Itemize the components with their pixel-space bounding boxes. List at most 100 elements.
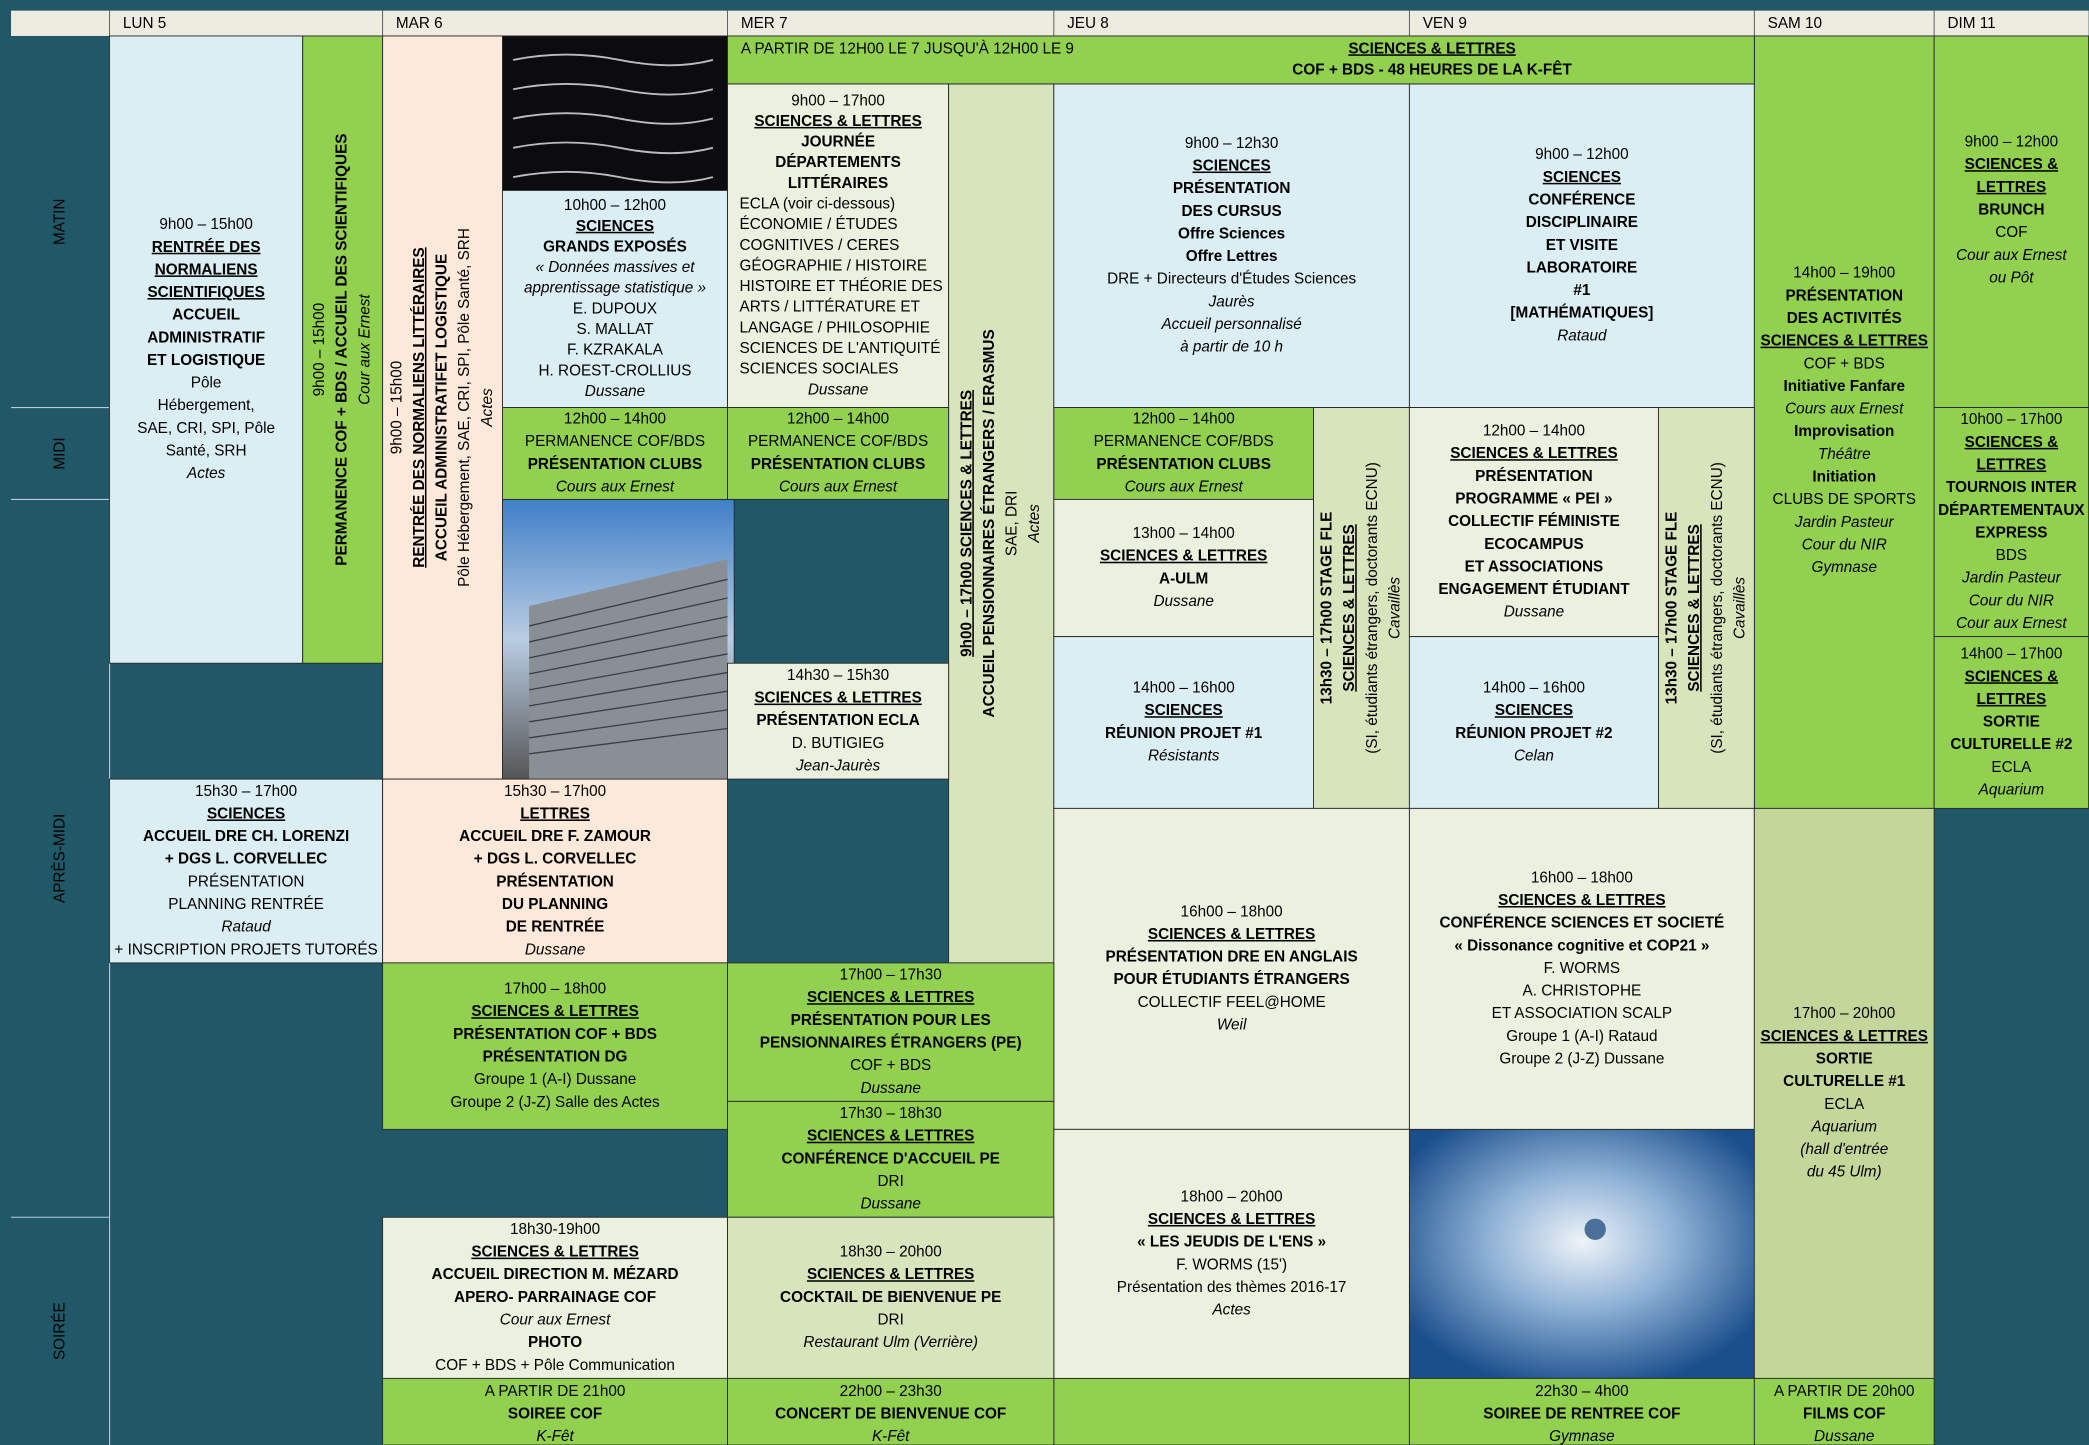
rotated-text: 13h30 – 17h00 STAGE FLE SCIENCES & LETTRE… (1319, 462, 1404, 754)
event-line: + DGS L. CORVELLEC (165, 851, 327, 868)
day-label: DIM 11 (1947, 15, 1995, 32)
event-line: DE RENTRÉE (506, 919, 605, 936)
day-label: SAM 10 (1768, 15, 1822, 32)
event-box (727, 1216, 1055, 1379)
event-cell: 9h00 – 17h00 SCIENCES & LETTRES JOURNÉE DÉP… (727, 83, 950, 408)
event-cell: SCIENCES & LETTRES COF + BDS - 48 HEURES … (727, 35, 1755, 85)
event-line: Celan (1514, 748, 1554, 765)
event-cell: 17h30 – 18h30 SCIENCES & LETTRES CONFÉRENC… (727, 1100, 1055, 1218)
event-line: CONFÉRENCE SCIENCES ET SOCIETÉ (1440, 915, 1725, 932)
event-box (1408, 407, 1659, 638)
event-line: A PARTIR DE 20h00 (1774, 1383, 1915, 1400)
day-label: LUN 5 (123, 15, 166, 32)
event-line: SAE, CRI, SPI, Pôle (137, 420, 275, 437)
event-line: Jaurès (1208, 293, 1255, 310)
event-line: Cours aux Ernest (1785, 401, 1904, 418)
event-line: PRÉSENTATION ECLA (756, 712, 919, 729)
event-line: SAE, DRI (1004, 491, 1021, 556)
event-line: H. ROEST-CROLLIUS (538, 362, 691, 379)
event-line: 9h00 – 15h00 (311, 303, 328, 397)
event-line: 13h00 – 14h00 (1133, 525, 1235, 542)
image-detail (512, 53, 714, 67)
event-line: [MATHÉMATIQUES] (1510, 305, 1653, 322)
event-line: Cours aux Ernest (779, 478, 898, 495)
event-line: SCIENCES & LETTRES (754, 690, 921, 707)
event-cell: 14h30 – 15h30 SCIENCES & LETTRES PRÉSENTAT… (727, 662, 950, 780)
rotated-text: 9h00 – 15h00 PERMANENCE COF + BDS / ACCUE… (311, 133, 373, 565)
event-line: Cour aux Ernest (1956, 247, 2067, 264)
event-line: 14h00 – 17h00 (1960, 646, 2062, 663)
event-cell: A PARTIR DE 21h00 SOIREE COF K-Fêt (382, 1377, 728, 1445)
event-line: 18h00 – 20h00 (1181, 1188, 1283, 1205)
event-line: Santé, SRH (166, 443, 247, 460)
event-cell: 18h00 – 20h00 SCIENCES & LETTRES « LES JEU… (1053, 1128, 1410, 1379)
event-line: DES CURSUS (1181, 203, 1281, 220)
event-line: PERMANENCE COF + BDS / ACCUEIL DES SCIEN… (334, 133, 351, 565)
event-line: 12h00 – 14h00 (787, 411, 889, 428)
event-box (109, 778, 384, 964)
event-line: Pôle (191, 375, 222, 392)
event-cell: 9h00 – 15h00 PERMANENCE COF + BDS / ACCUE… (302, 35, 384, 664)
event-line: Résistants (1148, 748, 1220, 765)
event-cell: 14h00 – 16h00 SCIENCES RÉUNION PROJET #2 Ce… (1408, 636, 1659, 809)
event-cell: 12h00 – 14h00 PERMANENCE COF/BDS PRÉSENTAT… (727, 407, 950, 500)
event-line: 12h00 – 14h00 (564, 411, 666, 428)
event-line: Cour aux Ernest (1956, 615, 2067, 632)
event-cell: 17h00 – 17h30 SCIENCES & LETTRES PRÉSENTAT… (727, 962, 1055, 1102)
event-line: A-ULM (1159, 570, 1208, 587)
event-line: « Dissonance cognitive et COP21 » (1454, 937, 1709, 954)
event-line: Dussane (808, 381, 868, 398)
event-line: Groupe 1 (A-I) Rataud (1506, 1028, 1657, 1045)
event-line: Cour du NIR (1802, 536, 1887, 553)
event-line: Groupe 1 (A-I) Dussane (474, 1071, 636, 1088)
event-line: COLLECTIF FÉMINISTE (1448, 513, 1620, 530)
event-line: DÉPARTEMENTAUX (1938, 502, 2085, 519)
image-detail (512, 83, 714, 96)
period-label: SOIRÉE (51, 1302, 68, 1360)
event-cell: 18h30 – 20h00 SCIENCES & LETTRES COCKTAIL … (727, 1216, 1055, 1379)
event-line: ÉCONOMIE / ÉTUDES (740, 216, 898, 233)
event-line: ECLA (voir ci-dessous) (740, 195, 896, 212)
period-label: APRÈS-MIDI (51, 814, 68, 903)
event-line: F. KZRAKALA (567, 342, 664, 359)
event-box (382, 778, 728, 964)
event-line: GÉOGRAPHIE / HISTOIRE (740, 257, 928, 274)
event-line: RÉUNION PROJET #2 (1455, 725, 1612, 742)
event-line: BRUNCH (1978, 201, 2044, 218)
event-line: LETTRES (1977, 179, 2047, 196)
event-line: SCIENCES & LETTRES (1686, 524, 1703, 691)
rotated-text: 9h00 – 15h00 RENTRÉE DES NORMALIENS LITTÉ… (388, 228, 496, 587)
event-box (382, 962, 728, 1130)
event-line: Gymnase (1549, 1428, 1614, 1445)
event-line: Dussane (525, 941, 585, 958)
event-line: 9h00 – 12h00 (1965, 134, 2059, 151)
image-detail (512, 112, 714, 125)
event-line: Rataud (1557, 327, 1607, 344)
event-line: HISTOIRE ET THÉORIE DES (740, 278, 943, 295)
day-label: JEU 8 (1067, 15, 1109, 32)
day-label: MAR 6 (396, 15, 443, 32)
event-box (1408, 636, 1659, 809)
event-line: SCIENCES SOCIALES (740, 361, 899, 378)
event-box (1657, 407, 1755, 809)
event-line: PRÉSENTATION (1173, 180, 1291, 197)
event-line: ET ASSOCIATIONS (1465, 558, 1604, 575)
event-line: Dussane (585, 383, 645, 400)
event-box (1753, 807, 1935, 1379)
event-box (302, 35, 384, 664)
event-line: A PARTIR DE 21h00 (485, 1383, 626, 1400)
event-cell: 14h00 – 19h00 PRÉSENTATION DES ACTIVITÉS SC… (1753, 35, 1935, 809)
event-box (1053, 636, 1314, 809)
event-line: 17h00 – 17h30 (840, 967, 942, 984)
event-line: PERMANENCE COF/BDS (525, 433, 705, 450)
event-box (1408, 1377, 1755, 1445)
event-cell: 14h00 – 16h00 SCIENCES RÉUNION PROJET #1 Ré… (1053, 636, 1314, 809)
event-box (727, 1377, 1055, 1445)
event-line: SCIENCES & LETTRES (1341, 524, 1358, 691)
event-line: FILMS COF (1803, 1405, 1885, 1422)
event-line: Aquarium (1978, 781, 2045, 798)
event-line: PRÉSENTATION COF + BDS (453, 1026, 657, 1043)
event-cell: 13h00 – 14h00 SCIENCES & LETTRES A-ULM Duss… (1053, 498, 1314, 638)
event-line: COF + BDS + Pôle Communication (435, 1357, 675, 1374)
